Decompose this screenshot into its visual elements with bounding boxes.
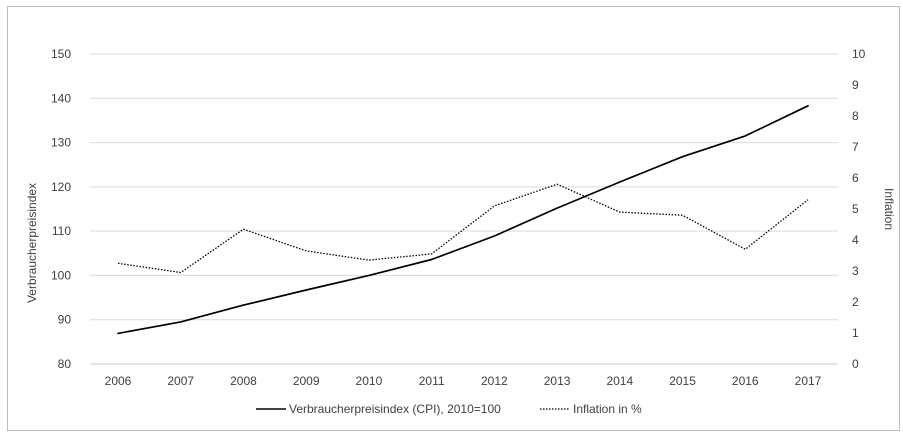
x-tick-label: 2012 — [481, 374, 508, 388]
left-tick-label: 150 — [51, 47, 71, 61]
right-tick-label: 6 — [852, 171, 859, 185]
right-tick-label: 3 — [852, 264, 859, 278]
left-tick-label: 90 — [58, 313, 72, 327]
left-axis-title: Verbraucherpreisindex — [25, 183, 39, 303]
right-tick-label: 2 — [852, 295, 859, 309]
right-tick-label: 9 — [852, 78, 859, 92]
x-tick-label: 2013 — [544, 374, 571, 388]
x-axis-ticks: 2006 2007 2008 2009 2010 2011 2012 2013 2014 2015… — [105, 374, 822, 388]
chart-frame — [7, 6, 900, 431]
right-axis-ticks: 0 1 2 3 4 5 6 7 8 9 10 — [852, 47, 866, 371]
legend-label-inflation: Inflation in % — [573, 402, 642, 416]
x-tick-label: 2014 — [606, 374, 633, 388]
right-tick-label: 10 — [852, 47, 866, 61]
x-tick-label: 2008 — [230, 374, 257, 388]
legend: Verbraucherpreisindex (CPI), 2010=100 In… — [256, 402, 642, 416]
series-lines — [117, 104, 809, 335]
x-tick-label: 2017 — [795, 374, 822, 388]
left-tick-label: 120 — [51, 180, 71, 194]
right-tick-label: 4 — [852, 233, 859, 247]
x-tick-label: 2009 — [293, 374, 320, 388]
x-tick-label: 2016 — [732, 374, 759, 388]
x-tick-label: 2015 — [669, 374, 696, 388]
right-tick-label: 8 — [852, 109, 859, 123]
left-tick-label: 100 — [51, 268, 71, 282]
right-tick-label: 5 — [852, 202, 859, 216]
x-tick-label: 2011 — [419, 374, 445, 388]
left-tick-label: 130 — [51, 136, 71, 150]
x-tick-label: 2010 — [356, 374, 383, 388]
right-tick-label: 1 — [852, 326, 859, 340]
series-line-cpi — [117, 104, 809, 335]
legend-label-cpi: Verbraucherpreisindex (CPI), 2010=100 — [289, 402, 501, 416]
gridlines — [90, 53, 838, 365]
right-axis-title: Inflation — [882, 188, 896, 230]
series-line-inflation — [117, 183, 809, 274]
right-tick-label: 7 — [852, 140, 859, 154]
left-tick-label: 110 — [52, 224, 71, 238]
right-tick-label: 0 — [852, 357, 859, 371]
left-axis-ticks: 80 90 100 110 120 130 140 150 — [51, 47, 71, 371]
left-tick-label: 140 — [51, 91, 71, 105]
left-tick-label: 80 — [58, 357, 72, 371]
x-tick-label: 2007 — [167, 374, 194, 388]
x-tick-label: 2006 — [105, 374, 132, 388]
